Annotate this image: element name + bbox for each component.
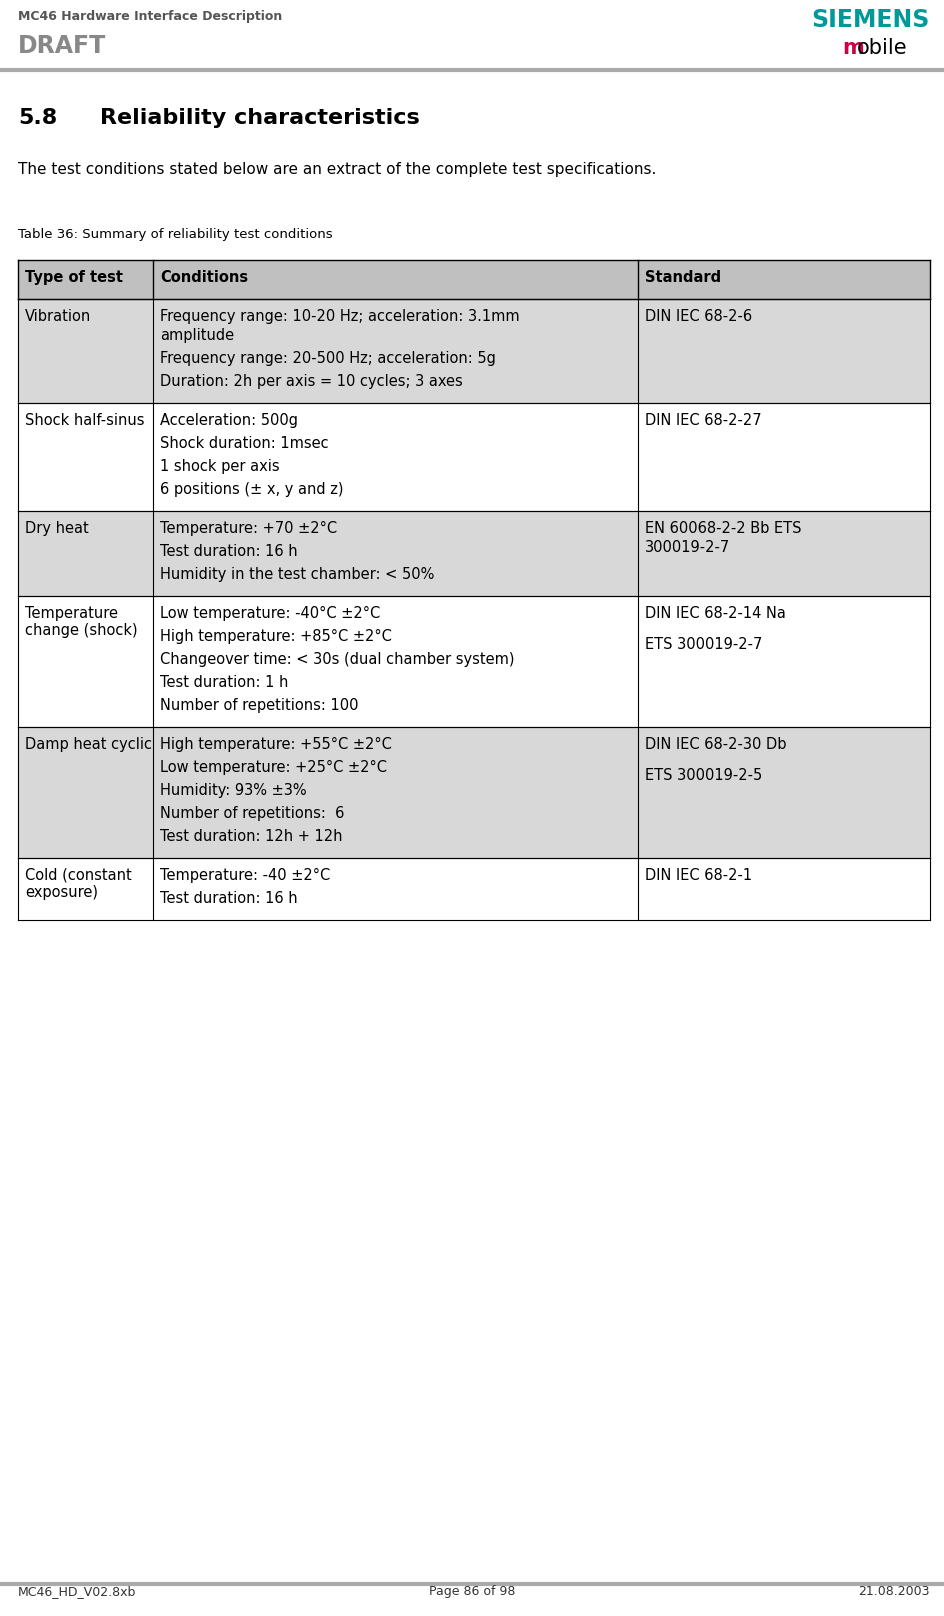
Text: Acceleration: 500g: Acceleration: 500g — [160, 414, 298, 428]
Text: Dry heat: Dry heat — [25, 520, 89, 537]
Text: Test duration: 16 h: Test duration: 16 h — [160, 890, 297, 907]
Text: Low temperature: +25°C ±2°C: Low temperature: +25°C ±2°C — [160, 760, 387, 776]
Text: Frequency range: 20-500 Hz; acceleration: 5g: Frequency range: 20-500 Hz; acceleration… — [160, 351, 496, 365]
Bar — [18, 596, 930, 727]
Text: Duration: 2h per axis = 10 cycles; 3 axes: Duration: 2h per axis = 10 cycles; 3 axe… — [160, 373, 463, 389]
Text: EN 60068-2-2 Bb ETS: EN 60068-2-2 Bb ETS — [645, 520, 801, 537]
Text: DIN IEC 68-2-27: DIN IEC 68-2-27 — [645, 414, 762, 428]
Text: Test duration: 16 h: Test duration: 16 h — [160, 545, 297, 559]
Text: DIN IEC 68-2-6: DIN IEC 68-2-6 — [645, 309, 752, 323]
Text: 1 shock per axis: 1 shock per axis — [160, 459, 279, 473]
Text: Changeover time: < 30s (dual chamber system): Changeover time: < 30s (dual chamber sys… — [160, 651, 514, 667]
Text: MC46_HD_V02.8xb: MC46_HD_V02.8xb — [18, 1585, 136, 1598]
Text: Number of repetitions:  6: Number of repetitions: 6 — [160, 806, 345, 821]
Text: obile: obile — [857, 39, 907, 58]
Text: Type of test: Type of test — [25, 270, 123, 284]
Text: Page 86 of 98: Page 86 of 98 — [429, 1585, 515, 1598]
Text: ETS 300019-2-5: ETS 300019-2-5 — [645, 768, 763, 784]
Text: Frequency range: 10-20 Hz; acceleration: 3.1mm: Frequency range: 10-20 Hz; acceleration:… — [160, 309, 519, 323]
Text: Table 36: Summary of reliability test conditions: Table 36: Summary of reliability test co… — [18, 228, 332, 241]
Bar — [18, 402, 930, 511]
Text: Shock half-sinus: Shock half-sinus — [25, 414, 144, 428]
Text: Humidity in the test chamber: < 50%: Humidity in the test chamber: < 50% — [160, 567, 434, 582]
Text: Standard: Standard — [645, 270, 721, 284]
Text: m: m — [842, 39, 864, 58]
Text: Number of repetitions: 100: Number of repetitions: 100 — [160, 698, 359, 713]
Text: Shock duration: 1msec: Shock duration: 1msec — [160, 436, 329, 451]
Text: Low temperature: -40°C ±2°C: Low temperature: -40°C ±2°C — [160, 606, 380, 621]
Bar — [18, 299, 930, 402]
Text: High temperature: +85°C ±2°C: High temperature: +85°C ±2°C — [160, 629, 392, 645]
Text: Humidity: 93% ±3%: Humidity: 93% ±3% — [160, 784, 307, 798]
Text: Damp heat cyclic: Damp heat cyclic — [25, 737, 152, 751]
Text: DIN IEC 68-2-14 Na: DIN IEC 68-2-14 Na — [645, 606, 786, 621]
Bar — [18, 727, 930, 858]
Text: Test duration: 1 h: Test duration: 1 h — [160, 675, 288, 690]
Text: 6 positions (± x, y and z): 6 positions (± x, y and z) — [160, 482, 344, 498]
Text: DIN IEC 68-2-1: DIN IEC 68-2-1 — [645, 868, 752, 882]
Text: Cold (constant
exposure): Cold (constant exposure) — [25, 868, 132, 900]
Text: Temperature: -40 ±2°C: Temperature: -40 ±2°C — [160, 868, 330, 882]
Bar — [18, 511, 930, 596]
Text: Conditions: Conditions — [160, 270, 248, 284]
Text: The test conditions stated below are an extract of the complete test specificati: The test conditions stated below are an … — [18, 162, 656, 178]
Text: 21.08.2003: 21.08.2003 — [858, 1585, 930, 1598]
Text: amplitude: amplitude — [160, 328, 234, 343]
Text: 5.8: 5.8 — [18, 108, 58, 128]
Text: Vibration: Vibration — [25, 309, 92, 323]
Text: DRAFT: DRAFT — [18, 34, 107, 58]
Text: DIN IEC 68-2-30 Db: DIN IEC 68-2-30 Db — [645, 737, 786, 751]
Text: MC46 Hardware Interface Description: MC46 Hardware Interface Description — [18, 10, 282, 23]
Text: SIEMENS: SIEMENS — [812, 8, 930, 32]
Text: Test duration: 12h + 12h: Test duration: 12h + 12h — [160, 829, 343, 844]
Text: Reliability characteristics: Reliability characteristics — [100, 108, 420, 128]
Text: Temperature: +70 ±2°C: Temperature: +70 ±2°C — [160, 520, 337, 537]
Bar — [18, 858, 930, 920]
Text: High temperature: +55°C ±2°C: High temperature: +55°C ±2°C — [160, 737, 392, 751]
Bar — [18, 260, 930, 299]
Text: ETS 300019-2-7: ETS 300019-2-7 — [645, 637, 763, 651]
Text: 300019-2-7: 300019-2-7 — [645, 540, 731, 554]
Text: Temperature
change (shock): Temperature change (shock) — [25, 606, 138, 638]
